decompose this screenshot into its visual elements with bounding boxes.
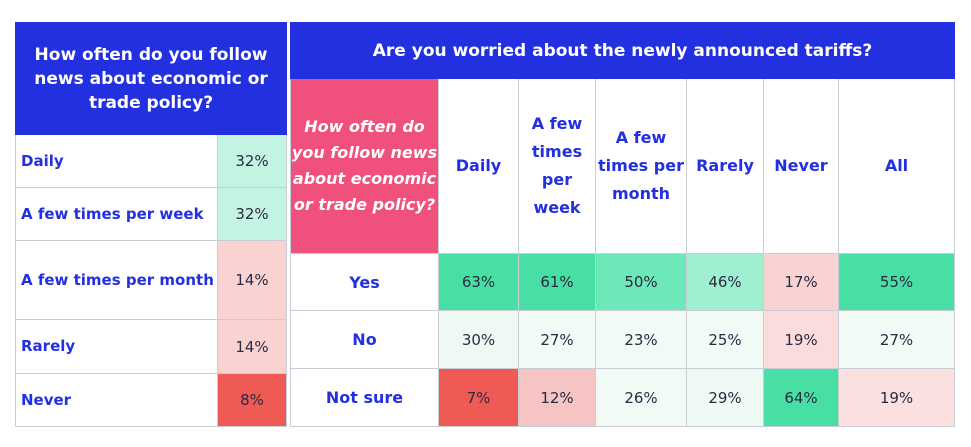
cell-value: 50% <box>595 253 687 311</box>
cell-value: 14% <box>216 319 288 374</box>
cell-value: 55% <box>838 253 955 311</box>
cell-value: 26% <box>595 368 687 427</box>
column-header: A few times per week <box>518 78 596 254</box>
table-row: A few times per week 32% <box>15 187 288 241</box>
row-label: Rarely <box>15 319 218 374</box>
cell-value: 8% <box>216 373 288 427</box>
column-header: Never <box>763 78 839 254</box>
column-header: A few times per month <box>595 78 687 254</box>
right-table-title: Are you worried about the newly announce… <box>290 22 955 79</box>
table-row: A few times per month 14% <box>15 240 288 320</box>
column-header-row: How often do you follow news about econo… <box>290 78 955 254</box>
cell-value: 19% <box>763 310 839 369</box>
row-label: No <box>290 310 439 369</box>
cell-value: 12% <box>518 368 596 427</box>
cell-value: 46% <box>686 253 764 311</box>
row-label: A few times per week <box>15 187 218 241</box>
cell-value: 17% <box>763 253 839 311</box>
cell-value: 27% <box>838 310 955 369</box>
cell-value: 32% <box>216 187 288 241</box>
column-header: Daily <box>438 78 519 254</box>
row-label: Yes <box>290 253 439 311</box>
corner-label: How often do you follow news about econo… <box>290 78 439 254</box>
left-table: How often do you follow news about econo… <box>14 22 288 427</box>
cell-value: 30% <box>438 310 519 369</box>
table-row: Daily 32% <box>15 134 288 188</box>
column-header: All <box>838 78 955 254</box>
table-row: Not sure 7% 12% 26% 29% 64% 19% <box>290 368 955 427</box>
row-label: Never <box>15 373 218 427</box>
cell-value: 27% <box>518 310 596 369</box>
cell-value: 63% <box>438 253 519 311</box>
table-row: No 30% 27% 23% 25% 19% 27% <box>290 310 955 369</box>
cell-value: 61% <box>518 253 596 311</box>
row-label: Not sure <box>290 368 439 427</box>
column-header: Rarely <box>686 78 764 254</box>
cell-value: 14% <box>216 240 288 320</box>
cell-value: 32% <box>216 134 288 188</box>
table-row: Rarely 14% <box>15 319 288 374</box>
table-row: Never 8% <box>15 373 288 427</box>
table-row: Yes 63% 61% 50% 46% 17% 55% <box>290 253 955 311</box>
cell-value: 23% <box>595 310 687 369</box>
cell-value: 64% <box>763 368 839 427</box>
cell-value: 25% <box>686 310 764 369</box>
cell-value: 7% <box>438 368 519 427</box>
row-label: Daily <box>15 134 218 188</box>
right-table: Are you worried about the newly announce… <box>290 22 955 427</box>
cell-value: 19% <box>838 368 955 427</box>
cell-value: 29% <box>686 368 764 427</box>
left-table-title: How often do you follow news about econo… <box>14 22 288 135</box>
row-label: A few times per month <box>15 240 218 320</box>
